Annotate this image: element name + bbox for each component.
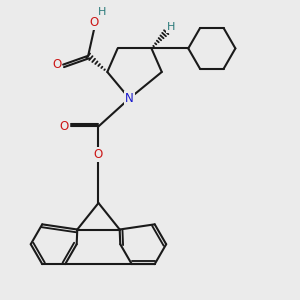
- Text: H: H: [167, 22, 175, 32]
- Text: O: O: [52, 58, 61, 71]
- Text: O: O: [89, 16, 99, 29]
- Text: O: O: [94, 148, 103, 161]
- Text: H: H: [98, 7, 106, 17]
- Text: N: N: [125, 92, 134, 105]
- Text: O: O: [59, 120, 69, 133]
